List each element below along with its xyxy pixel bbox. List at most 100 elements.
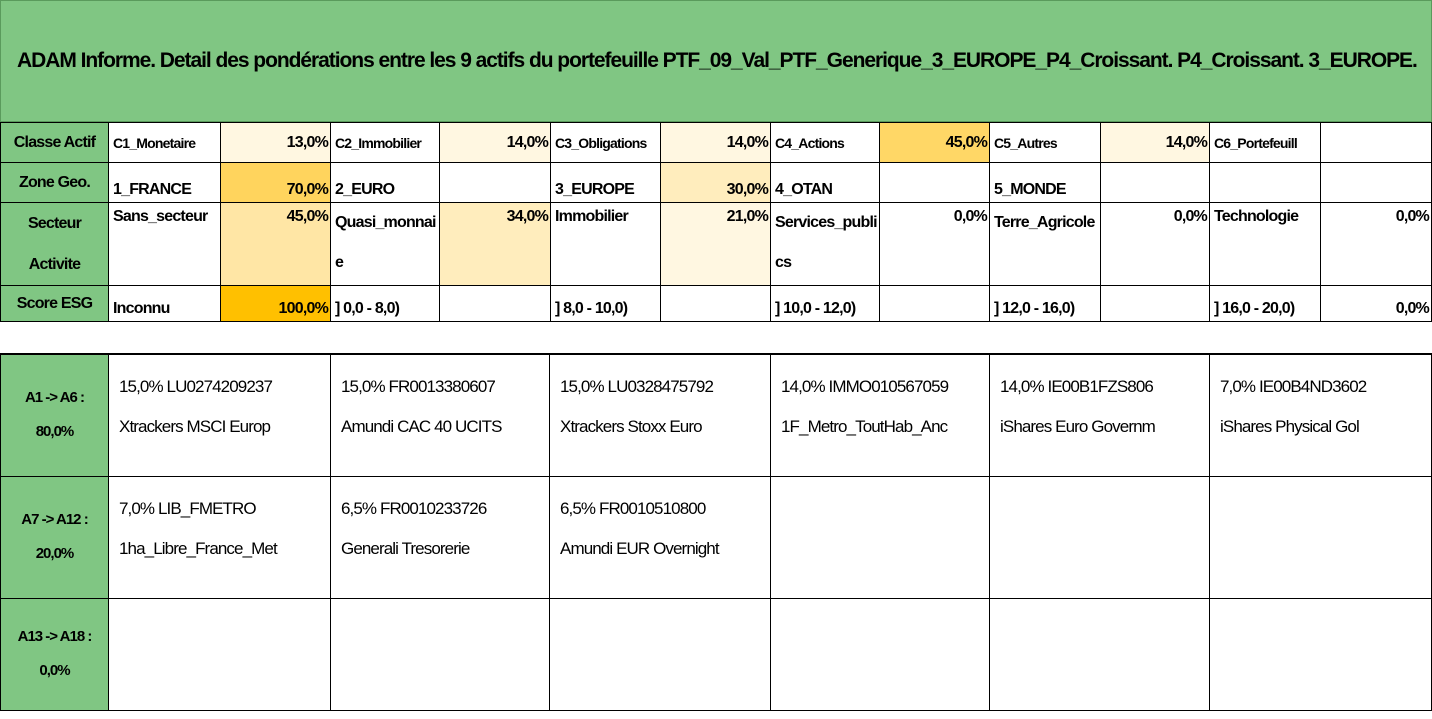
assets-table: A1 -> A6 : 80,0% 15,0% LU0274209237 Xtrac… (0, 353, 1432, 711)
secteur-label-5[interactable]: Terre_Agricole (989, 202, 1101, 286)
asset-weight-isin: 6,5% FR0010510800 (560, 498, 706, 518)
zone-label-3[interactable]: 3_EUROPE (550, 162, 661, 203)
asset-cell[interactable] (989, 597, 1210, 711)
secteur-pct-1[interactable]: 45,0% (220, 202, 331, 286)
asset-weight-isin: 14,0% IMMO010567059 (781, 377, 949, 396)
asset-name: Xtrackers MSCI Europ (119, 417, 271, 436)
secteur-pct-3[interactable]: 21,0% (660, 202, 771, 286)
zone-label-1[interactable]: 1_FRANCE (108, 162, 221, 203)
asset-name: iShares Physical Gol (1220, 417, 1360, 436)
asset-cell[interactable] (108, 597, 331, 711)
asset-weight-isin: 7,0% LIB_FMETRO (119, 498, 257, 518)
classe-pct-4[interactable]: 45,0% (879, 122, 990, 163)
asset-cell[interactable]: 15,0% LU0274209237 Xtrackers MSCI Europ (108, 353, 331, 477)
asset-weight-isin: 6,5% FR0010233726 (341, 498, 487, 518)
asset-cell[interactable]: 14,0% IE00B1FZS806 iShares Euro Governm (989, 353, 1210, 477)
asset-cell[interactable] (770, 475, 990, 599)
asset-cell[interactable]: 15,0% LU0328475792 Xtrackers Stoxx Euro (549, 353, 771, 477)
zone-label-2[interactable]: 2_EURO (330, 162, 440, 203)
zone-pct-3[interactable]: 30,0% (660, 162, 771, 203)
esg-label-2[interactable]: ] 0,0 - 8,0) (330, 285, 440, 322)
zone-label-6[interactable] (1209, 162, 1321, 203)
zone-pct-4[interactable] (879, 162, 990, 203)
secteur-pct-6[interactable]: 0,0% (1320, 202, 1432, 286)
asset-cell[interactable]: 6,5% FR0010510800 Amundi EUR Overnight (549, 475, 771, 599)
asset-weight-isin: 15,0% LU0274209237 (119, 377, 273, 396)
asset-cell[interactable]: 15,0% FR0013380607 Amundi CAC 40 UCITS (330, 353, 550, 477)
secteur-pct-5[interactable]: 0,0% (1100, 202, 1210, 286)
secteur-label-3[interactable]: Immobilier (550, 202, 661, 286)
asset-name: Amundi CAC 40 UCITS (341, 417, 502, 436)
secteur-pct-4[interactable]: 0,0% (879, 202, 990, 286)
classe-label-6[interactable]: C6_Portefeuill (1209, 122, 1321, 163)
esg-pct-3[interactable] (660, 285, 771, 322)
asset-group-header-2: A7 -> A12 : 20,0% (0, 475, 109, 599)
asset-group-weight: 0,0% (39, 662, 70, 679)
classe-label-5[interactable]: C5_Autres (989, 122, 1101, 163)
asset-name: 1ha_Libre_France_Met (119, 538, 278, 558)
row-zone-geo: Zone Geo. 1_FRANCE 70,0% 2_EURO 3_EUROPE… (0, 162, 1432, 203)
row-secteur: Secteur Activite Sans_secteur 45,0% Quas… (0, 202, 1432, 286)
secteur-label-2[interactable]: Quasi_monnaie (330, 202, 440, 286)
report-title: ADAM Informe. Detail des pondérations en… (0, 0, 1432, 122)
esg-pct-6[interactable]: 0,0% (1320, 285, 1432, 322)
asset-name: Amundi EUR Overnight (560, 538, 720, 558)
esg-label-5[interactable]: ] 12,0 - 16,0) (989, 285, 1101, 322)
row-header-secteur: Secteur Activite (0, 202, 109, 286)
secteur-label-6[interactable]: Technologie (1209, 202, 1321, 286)
secteur-pct-2[interactable]: 34,0% (439, 202, 551, 286)
classe-label-1[interactable]: C1_Monetaire (108, 122, 221, 163)
esg-label-6[interactable]: ] 16,0 - 20,0) (1209, 285, 1321, 322)
asset-group-weight: 20,0% (35, 545, 75, 562)
esg-label-3[interactable]: ] 8,0 - 10,0) (550, 285, 661, 322)
asset-cell[interactable] (1209, 475, 1432, 599)
asset-group-row-3: A13 -> A18 : 0,0% (0, 597, 1432, 711)
asset-name: Xtrackers Stoxx Euro (560, 417, 703, 436)
classe-label-4[interactable]: C4_Actions (770, 122, 880, 163)
asset-cell[interactable] (1209, 597, 1432, 711)
classe-label-3[interactable]: C3_Obligations (550, 122, 661, 163)
asset-cell[interactable]: 6,5% FR0010233726 Generali Tresorerie (330, 475, 550, 599)
breakdown-table: Classe Actif C1_Monetaire 13,0% C2_Immob… (0, 122, 1432, 322)
zone-pct-6[interactable] (1320, 162, 1432, 203)
zone-pct-1[interactable]: 70,0% (220, 162, 331, 203)
classe-pct-5[interactable]: 14,0% (1100, 122, 1210, 163)
zone-label-5[interactable]: 5_MONDE (989, 162, 1101, 203)
asset-cell[interactable]: 14,0% IMMO010567059 1F_Metro_ToutHab_Anc (770, 353, 990, 477)
zone-pct-5[interactable] (1100, 162, 1210, 203)
asset-cell[interactable]: 7,0% LIB_FMETRO 1ha_Libre_France_Met (108, 475, 331, 599)
zone-pct-2[interactable] (439, 162, 551, 203)
secteur-label-1[interactable]: Sans_secteur (108, 202, 221, 286)
asset-group-weight: 80,0% (35, 423, 75, 441)
asset-group-range: A7 -> A12 : (21, 511, 88, 528)
row-score-esg: Score ESG Inconnu 100,0% ] 0,0 - 8,0) ] … (0, 285, 1432, 322)
esg-pct-2[interactable] (439, 285, 551, 322)
asset-name: 1F_Metro_ToutHab_Anc (781, 417, 948, 436)
classe-pct-2[interactable]: 14,0% (439, 122, 551, 163)
esg-pct-5[interactable] (1100, 285, 1210, 322)
esg-label-4[interactable]: ] 10,0 - 12,0) (770, 285, 880, 322)
asset-weight-isin: 7,0% IE00B4ND3602 (1220, 377, 1367, 396)
asset-group-header-3: A13 -> A18 : 0,0% (0, 597, 109, 711)
classe-pct-3[interactable]: 14,0% (660, 122, 771, 163)
classe-label-2[interactable]: C2_Immobilier (330, 122, 440, 163)
asset-cell[interactable]: 7,0% IE00B4ND3602 iShares Physical Gol (1209, 353, 1432, 477)
asset-group-range: A1 -> A6 : (24, 389, 85, 407)
row-header-score-esg: Score ESG (0, 285, 109, 322)
asset-cell[interactable] (989, 475, 1210, 599)
asset-group-row-2: A7 -> A12 : 20,0% 7,0% LIB_FMETRO 1ha_Lib… (0, 475, 1432, 599)
esg-pct-1[interactable]: 100,0% (220, 285, 331, 322)
esg-pct-4[interactable] (879, 285, 990, 322)
classe-pct-1[interactable]: 13,0% (220, 122, 331, 163)
esg-label-1[interactable]: Inconnu (108, 285, 221, 322)
row-header-zone-geo: Zone Geo. (0, 162, 109, 203)
secteur-label-4[interactable]: Services_publics (770, 202, 880, 286)
asset-cell[interactable] (330, 597, 550, 711)
row-classe-actif: Classe Actif C1_Monetaire 13,0% C2_Immob… (0, 122, 1432, 163)
classe-pct-6[interactable] (1320, 122, 1432, 163)
asset-weight-isin: 15,0% LU0328475792 (560, 377, 714, 396)
asset-cell[interactable] (770, 597, 990, 711)
zone-label-4[interactable]: 4_OTAN (770, 162, 880, 203)
asset-cell[interactable] (549, 597, 771, 711)
